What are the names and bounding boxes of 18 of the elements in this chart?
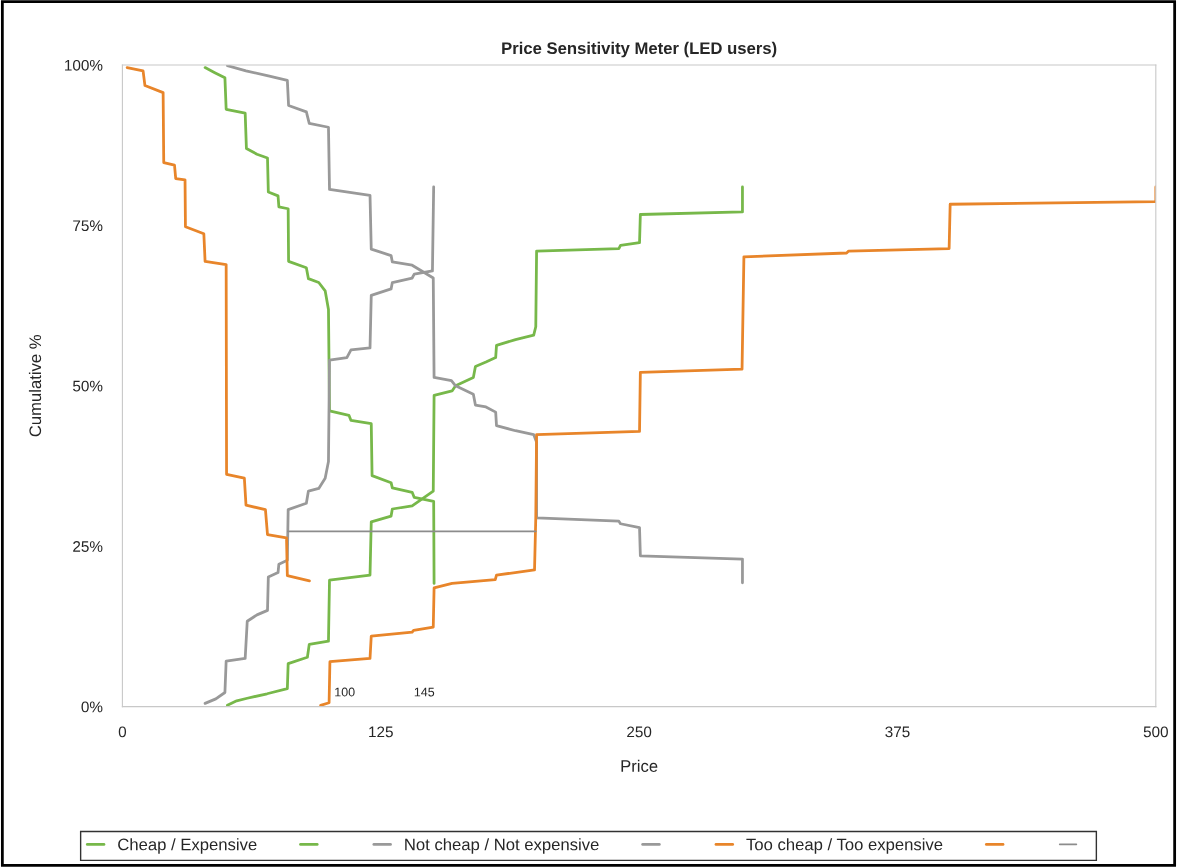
x-tick-label: 0 [118,726,127,738]
annotation: 145 [414,687,435,697]
legend-label: Too cheap / Too expensive [746,838,943,854]
y-tick-label: 75% [73,220,103,232]
y-tick-label: 50% [73,380,103,392]
legend-label: Not cheap / Not expensive [405,838,599,854]
x-tick-label: 375 [885,726,910,738]
y-tick-label: 100% [65,59,103,71]
y-axis-title: Cumulative % [28,335,42,437]
y-tick-label: 25% [73,541,103,552]
chart-title: Price Sensitivity Meter (LED users) [502,41,777,58]
y-tick-label: 0% [81,701,103,713]
x-tick-label: 250 [627,726,652,738]
annotation: 100 [335,687,355,697]
x-tick-label: 500 [1143,726,1168,738]
x-axis-title: Price [621,759,658,772]
x-tick-label: 125 [369,726,393,738]
legend-label: Cheap / Expensive [118,838,257,854]
